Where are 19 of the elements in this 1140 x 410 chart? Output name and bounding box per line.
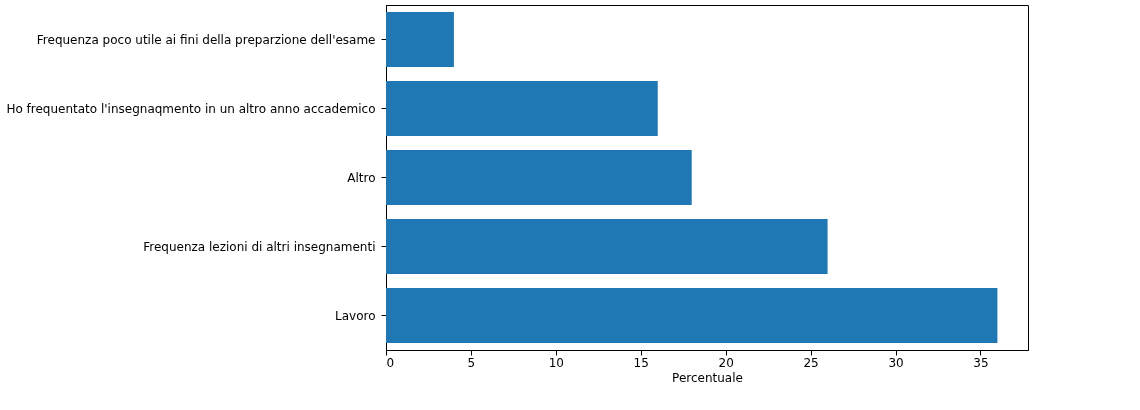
y-tick-label: Frequenza poco utile ai fini della preparzione dell'esame — [36, 32, 376, 47]
x-tick-label: 20 — [718, 355, 734, 370]
x-tick-label: 25 — [803, 355, 819, 370]
x-tick-label: 5 — [467, 355, 476, 370]
bar — [386, 149, 692, 206]
x-tick-label: 0 — [386, 355, 395, 370]
x-tick-label: 15 — [633, 355, 649, 370]
x-axis-title: Percentuale — [672, 370, 743, 385]
x-tick-label: 10 — [548, 355, 564, 370]
x-tick-label: 35 — [973, 355, 989, 370]
bar — [386, 80, 658, 137]
x-tick-label: 30 — [888, 355, 904, 370]
bar — [386, 11, 454, 68]
y-tick-label: Ho frequentato l'insegnaqmento in un altro anno accademico — [6, 101, 376, 116]
bar — [386, 218, 828, 275]
bar — [386, 287, 998, 344]
y-tick-label: Lavoro — [335, 308, 376, 323]
y-tick-label: Frequenza lezioni di altri insegnamenti — [143, 239, 376, 254]
y-tick-label: Altro — [347, 170, 376, 185]
